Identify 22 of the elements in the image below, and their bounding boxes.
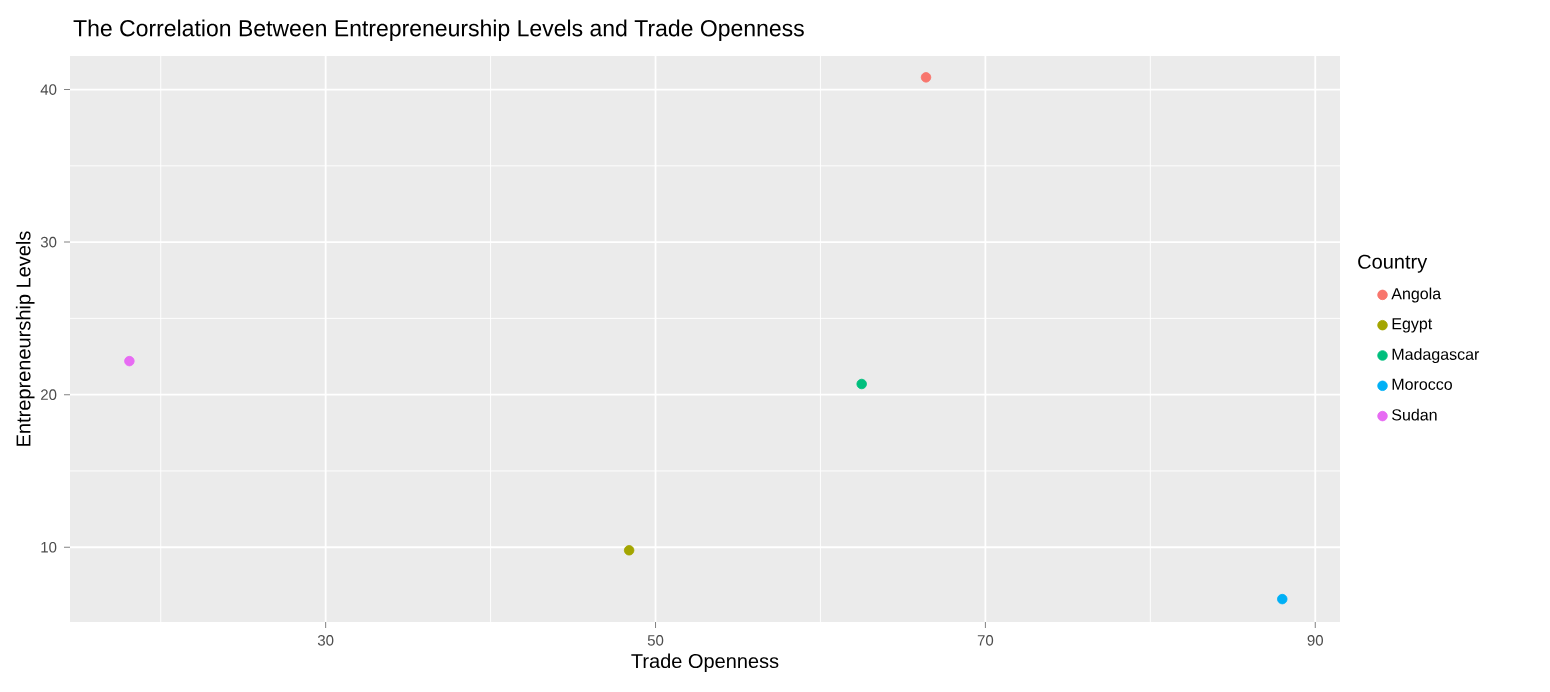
y-tick-label: 30 xyxy=(40,236,57,248)
legend-label: Madagascar xyxy=(1392,348,1480,364)
x-tick-label: 30 xyxy=(317,635,334,646)
point xyxy=(623,545,635,556)
point xyxy=(920,72,932,83)
point xyxy=(856,378,867,390)
x-tick-label: 70 xyxy=(977,635,994,646)
legend-label: Angola xyxy=(1391,287,1442,303)
legend-label: Egypt xyxy=(1392,318,1433,333)
legend-label: Sudan xyxy=(1392,408,1437,421)
y-axis-title: Entrepreneurship Levels xyxy=(15,231,35,446)
x-tick-label: 90 xyxy=(1307,635,1323,646)
chart-title: The Correlation Between Entrepreneurship Levels and Trade Openness xyxy=(73,19,804,41)
y-tick-label: 40 xyxy=(40,84,57,95)
y-tick-label: 10 xyxy=(41,541,57,553)
legend-label: Morocco xyxy=(1392,378,1452,390)
y-tick-label: 20 xyxy=(41,389,57,401)
point xyxy=(1277,593,1288,605)
x-tick-label: 50 xyxy=(647,635,664,646)
legend-title: Country xyxy=(1358,254,1428,273)
point xyxy=(124,355,135,367)
x-axis-title: Trade Openness xyxy=(631,653,779,673)
